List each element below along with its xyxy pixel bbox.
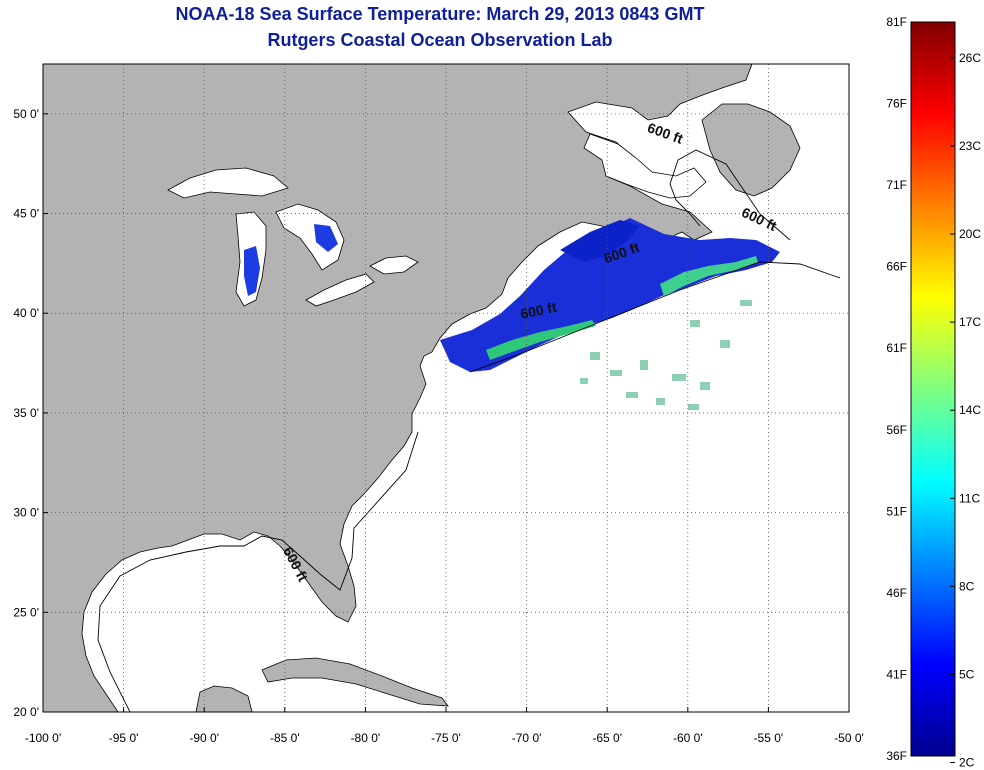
colorbar-c-label: 11C: [959, 491, 980, 505]
sst-lake-michigan: [244, 246, 260, 296]
colorbar-c-label: 17C: [959, 315, 981, 329]
x-tick-label: -80 0': [351, 731, 381, 745]
colorbar-c-label: 2C: [959, 756, 975, 770]
x-tick-label: -50 0': [834, 731, 864, 745]
sst-gulfstream-band: [486, 320, 596, 360]
map-subtitle: Rutgers Coastal Ocean Observation Lab: [267, 30, 613, 50]
land-newfoundland: [701, 103, 801, 197]
lake-huron: [275, 203, 345, 271]
x-tick-label: -90 0': [189, 731, 219, 745]
y-tick-label: 50 0': [13, 107, 39, 121]
x-tick-label: -55 0': [754, 731, 784, 745]
colorbar-f-label: 66F: [886, 260, 907, 274]
sst-shelf-edge-band: [660, 256, 758, 296]
map-title: NOAA-18 Sea Surface Temperature: March 2…: [175, 4, 705, 24]
colorbar-f-labels: 81F 76F 71F 66F 61F 56F 51F 46F 41F 36F: [886, 15, 907, 763]
colorbar-c-label: 5C: [959, 667, 975, 681]
colorbar-f-label: 56F: [886, 423, 907, 437]
colorbar-f-label: 41F: [886, 667, 907, 681]
y-tick-label: 40 0': [13, 306, 39, 320]
colorbar-c-label: 23C: [959, 139, 981, 153]
colorbar-c-label: 14C: [959, 403, 981, 417]
land-yucatan: [195, 685, 253, 712]
colorbar-f-label: 81F: [886, 15, 907, 29]
lake-erie: [305, 273, 375, 307]
great-lakes: [167, 167, 419, 307]
isobath-600ft: [97, 149, 841, 712]
y-axis-labels: 50 0' 45 0' 40 0' 35 0' 30 0' 25 0' 20 0': [13, 107, 48, 719]
land-cuba: [261, 657, 449, 707]
y-tick-label: 30 0': [13, 506, 39, 520]
colorbar-f-label: 51F: [886, 504, 907, 518]
sst-coverage-bay: [560, 220, 640, 262]
x-tick-label: -95 0': [109, 731, 139, 745]
lake-ontario: [369, 255, 419, 275]
x-tick-label: -100 0': [25, 731, 61, 745]
lon-grid: [43, 64, 849, 712]
y-tick-label: 20 0': [13, 705, 39, 719]
colorbar-c-label: 8C: [959, 579, 975, 593]
colorbar-c-labels: 26C 23C 20C 17C 14C 11C 8C 5C 2C: [950, 51, 981, 770]
colorbar-f-label: 36F: [886, 749, 907, 763]
x-tick-label: -70 0': [512, 731, 542, 745]
sst-data: [244, 218, 780, 410]
contour-label-600ft: 600 ft: [519, 299, 558, 322]
sst-offshore-patches: [580, 300, 752, 410]
x-tick-label: -60 0': [673, 731, 703, 745]
y-tick-label: 35 0': [13, 406, 39, 420]
lake-superior: [167, 167, 289, 199]
y-tick-label: 25 0': [13, 605, 39, 619]
colorbar-c-label: 26C: [959, 51, 981, 65]
colorbar: [910, 21, 956, 757]
x-tick-label: -85 0': [270, 731, 300, 745]
y-tick-label: 45 0': [13, 207, 39, 221]
x-tick-label: -65 0': [592, 731, 622, 745]
sst-coverage-shelf: [440, 218, 780, 372]
colorbar-c-label: 20C: [959, 227, 981, 241]
sst-lake-huron: [314, 224, 338, 252]
colorbar-f-label: 71F: [886, 178, 907, 192]
colorbar-f-label: 61F: [886, 341, 907, 355]
gulf-of-st-lawrence: [583, 133, 707, 199]
colorbar-f-label: 46F: [886, 586, 907, 600]
x-tick-label: -75 0': [431, 731, 461, 745]
colorbar-f-label: 76F: [886, 97, 907, 111]
x-axis-labels: -100 0' -95 0' -90 0' -85 0' -80 0' -75 0' -70…: [25, 707, 864, 745]
